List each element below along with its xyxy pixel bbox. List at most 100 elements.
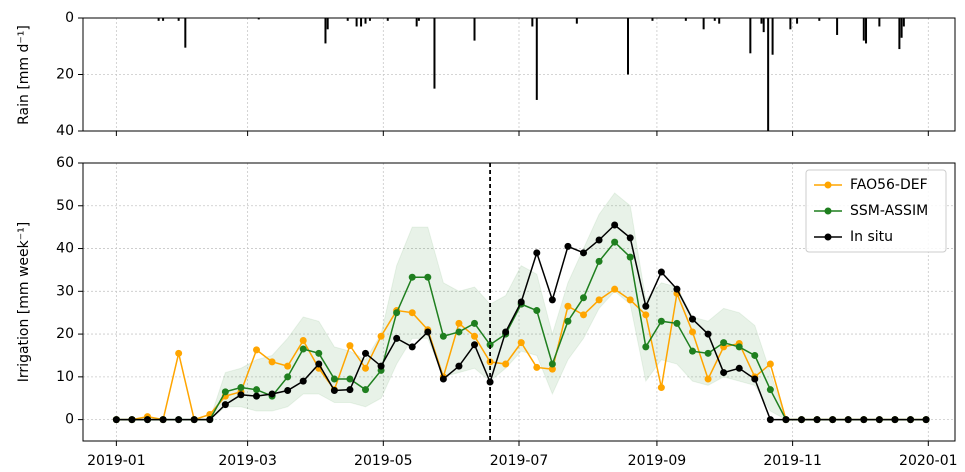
rain-bar bbox=[762, 18, 765, 33]
point bbox=[533, 307, 541, 315]
point bbox=[689, 328, 697, 336]
rain-bar bbox=[749, 18, 752, 54]
rain-bar bbox=[184, 18, 187, 48]
point bbox=[689, 315, 697, 323]
point bbox=[253, 392, 261, 400]
point bbox=[112, 416, 120, 424]
point bbox=[253, 346, 261, 354]
point bbox=[751, 351, 759, 359]
rain-bar bbox=[162, 18, 165, 21]
point bbox=[393, 334, 401, 342]
point bbox=[315, 360, 323, 368]
point bbox=[548, 296, 556, 304]
point bbox=[657, 317, 665, 325]
y-tick-label: 50 bbox=[56, 198, 74, 214]
point bbox=[206, 416, 214, 424]
point bbox=[704, 330, 712, 338]
point bbox=[657, 384, 665, 392]
point bbox=[377, 362, 385, 370]
point bbox=[502, 360, 510, 368]
point bbox=[813, 416, 821, 424]
point bbox=[611, 285, 619, 293]
point bbox=[907, 416, 915, 424]
rain-bar bbox=[760, 18, 763, 24]
point bbox=[548, 365, 556, 373]
point bbox=[362, 349, 370, 357]
point bbox=[284, 373, 292, 381]
point bbox=[517, 339, 525, 347]
rain-bar bbox=[878, 18, 881, 27]
x-tick-label: 2019-11 bbox=[763, 453, 822, 469]
point bbox=[408, 309, 416, 317]
point bbox=[564, 317, 572, 325]
rain-bar bbox=[157, 18, 160, 21]
rain-bar bbox=[386, 18, 389, 21]
rain-bar bbox=[651, 18, 654, 21]
rain-bar bbox=[684, 18, 687, 21]
point bbox=[580, 294, 588, 302]
legend-box bbox=[805, 169, 947, 253]
x-tick-label: 2019-01 bbox=[87, 453, 146, 469]
rain-bar bbox=[898, 18, 901, 50]
point bbox=[455, 319, 463, 327]
rain-bar bbox=[902, 18, 905, 27]
point bbox=[580, 311, 588, 319]
point bbox=[408, 273, 416, 281]
point bbox=[284, 387, 292, 395]
point bbox=[766, 416, 774, 424]
point bbox=[299, 345, 307, 353]
rain-bar bbox=[346, 18, 349, 21]
rain-bar bbox=[818, 18, 821, 21]
point bbox=[486, 341, 494, 349]
point bbox=[471, 341, 479, 349]
point bbox=[673, 319, 681, 327]
legend-marker bbox=[824, 207, 832, 215]
point bbox=[268, 358, 276, 366]
point bbox=[299, 336, 307, 344]
y-tick-label: 40 bbox=[56, 123, 74, 139]
rain-bar bbox=[862, 18, 865, 41]
point bbox=[766, 386, 774, 394]
point bbox=[159, 416, 167, 424]
point bbox=[798, 416, 806, 424]
point bbox=[175, 349, 183, 357]
point bbox=[330, 387, 338, 395]
rain-bar bbox=[473, 18, 476, 41]
x-tick-label: 2019-07 bbox=[490, 453, 549, 469]
legend-label: In situ bbox=[850, 229, 893, 245]
point bbox=[844, 416, 852, 424]
point bbox=[626, 253, 634, 261]
plot-frame bbox=[82, 17, 956, 132]
legend-marker bbox=[824, 181, 832, 189]
point bbox=[611, 221, 619, 229]
rain-bar bbox=[771, 18, 774, 55]
point bbox=[268, 390, 276, 398]
point bbox=[190, 416, 198, 424]
point bbox=[362, 364, 370, 372]
y-tick-label: 40 bbox=[56, 241, 74, 257]
point bbox=[315, 349, 323, 357]
rain-bar bbox=[364, 18, 367, 24]
point bbox=[502, 328, 510, 336]
point bbox=[735, 343, 743, 351]
rain-bar bbox=[713, 18, 716, 21]
point bbox=[673, 285, 681, 293]
point bbox=[860, 416, 868, 424]
point bbox=[611, 238, 619, 246]
point bbox=[330, 375, 338, 383]
rain-bar bbox=[324, 18, 327, 44]
rain-bar bbox=[535, 18, 538, 100]
point bbox=[533, 249, 541, 257]
point bbox=[564, 242, 572, 250]
point bbox=[595, 236, 603, 244]
rain-bar bbox=[417, 18, 420, 21]
point bbox=[424, 328, 432, 336]
x-tick-label: 2019-05 bbox=[354, 453, 413, 469]
point bbox=[237, 391, 245, 399]
legend-label: SSM-ASSIM bbox=[850, 203, 928, 219]
point bbox=[533, 363, 541, 371]
rain-bar bbox=[702, 18, 705, 30]
y-tick-label: 10 bbox=[56, 369, 74, 385]
legend-marker bbox=[824, 233, 832, 241]
